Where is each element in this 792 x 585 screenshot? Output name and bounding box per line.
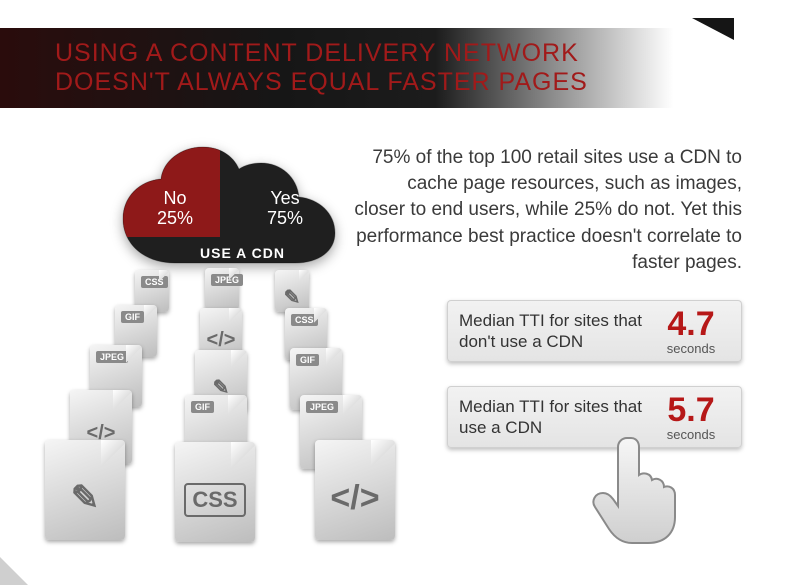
cloud-no-word: No bbox=[163, 188, 186, 208]
file-tile-large: </> bbox=[315, 440, 395, 540]
cloud-caption: USE A CDN bbox=[120, 245, 365, 261]
cloud-yes-word: Yes bbox=[270, 188, 299, 208]
file-tile: JPEG bbox=[205, 268, 239, 310]
metric-value: 4.7 bbox=[652, 307, 730, 341]
file-tile: ✎ bbox=[275, 270, 309, 312]
cloud-yes-label: Yes 75% bbox=[240, 189, 330, 229]
code-icon: </> bbox=[330, 479, 379, 518]
metric-value-wrap: 4.7 seconds bbox=[652, 307, 730, 356]
metric-card-no-cdn: Median TTI for sites that don't use a CD… bbox=[447, 300, 742, 362]
file-tag: GIF bbox=[191, 401, 214, 413]
file-tile-large: ✎ bbox=[45, 440, 125, 540]
cloud-yes-pct: 75% bbox=[267, 208, 303, 228]
file-tag: CSS bbox=[141, 276, 168, 288]
cursor-hand-icon bbox=[589, 432, 684, 552]
file-tag: JPEG bbox=[96, 351, 128, 363]
cloud-pie-icon: No 25% Yes 75% USE A CDN bbox=[120, 145, 365, 275]
file-tag: JPEG bbox=[211, 274, 243, 286]
file-tag: JPEG bbox=[306, 401, 338, 413]
cdn-illustration: No 25% Yes 75% USE A CDN CSS JPEG ✎ GIF … bbox=[30, 140, 420, 560]
headline-line-1: USING A CONTENT DELIVERY NETWORK bbox=[55, 39, 792, 68]
brush-icon: ✎ bbox=[284, 285, 301, 310]
file-tag: CSS bbox=[291, 314, 318, 326]
banner-tail-arrow bbox=[692, 18, 734, 40]
file-tag: GIF bbox=[121, 311, 144, 323]
file-tile-large: CSS bbox=[175, 442, 255, 542]
headline-line-2: DOESN'T ALWAYS EQUAL FASTER PAGES bbox=[55, 68, 792, 97]
metric-value: 5.7 bbox=[652, 393, 730, 427]
cloud-no-label: No 25% bbox=[120, 189, 230, 229]
headline-banner: USING A CONTENT DELIVERY NETWORK DOESN'T… bbox=[0, 28, 792, 108]
css-boxed-icon: CSS bbox=[184, 483, 245, 517]
file-tag: GIF bbox=[296, 354, 319, 366]
code-icon: </> bbox=[207, 329, 236, 352]
metric-label: Median TTI for sites that don't use a CD… bbox=[459, 310, 652, 353]
corner-triangle-icon bbox=[0, 557, 28, 585]
brush-icon: ✎ bbox=[71, 478, 100, 518]
cloud-no-pct: 25% bbox=[157, 208, 193, 228]
metric-unit: seconds bbox=[652, 341, 730, 356]
